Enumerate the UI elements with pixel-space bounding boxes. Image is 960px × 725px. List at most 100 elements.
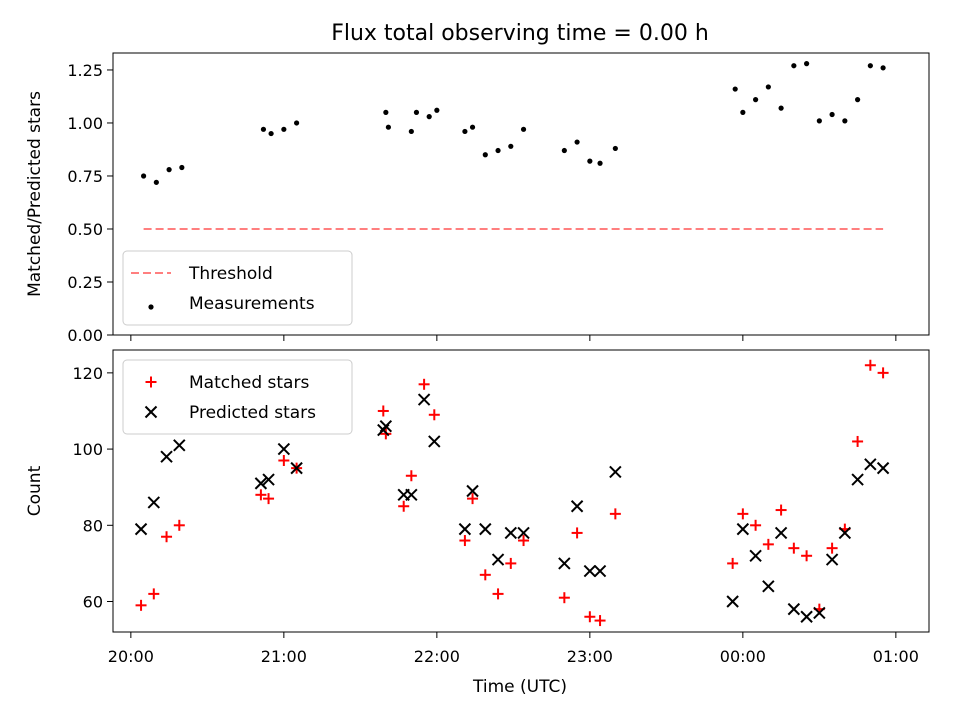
predicted-star-point (379, 420, 393, 433)
legend-box (122, 359, 353, 435)
matched-star-point (398, 500, 410, 512)
x-tick-label: 22:00 (414, 647, 460, 666)
matched-star-point (518, 535, 530, 547)
measurement-point (462, 128, 468, 135)
y-tick-label: 0.00 (67, 326, 103, 345)
predicted-star-mark-b (593, 564, 607, 578)
matched-star-point (479, 569, 491, 581)
measurement-point (413, 109, 420, 115)
x-axis-label: Time (UTC) (472, 677, 567, 697)
predicted-star-point (876, 461, 890, 475)
measurement-point (612, 145, 618, 152)
plot-frame (112, 349, 930, 633)
ratio-panel: 0.00 0.25 0.50 0.75 1.00 1.25 Matched/Predicte… (25, 52, 930, 345)
y-tick-label: 80 (83, 516, 103, 535)
legend-box (122, 250, 353, 326)
measurement-point (520, 126, 527, 132)
y-tick-label: 100 (72, 440, 103, 459)
measurement-point (482, 152, 488, 158)
y-axis-label: Matched/Predicted stars (25, 91, 45, 297)
measurement-point (281, 126, 287, 132)
predicted-star-point (479, 522, 492, 536)
predicted-star-mark-b (262, 473, 275, 486)
predicted-star-mark-b (417, 393, 431, 406)
y-tick-label: 1.00 (67, 114, 103, 133)
matched-star-point (377, 405, 389, 417)
matched-star-point (737, 508, 749, 520)
predicted-star-point (838, 526, 852, 540)
predicted-star-mark-b (277, 442, 291, 456)
measurement-point (294, 120, 300, 126)
chart-title: Flux total observing time = 0.00 h (331, 21, 709, 46)
predicted-star-mark-b (726, 595, 739, 608)
predicted-star-point (583, 564, 597, 578)
measurement-point (179, 164, 185, 171)
predicted-star-point (277, 442, 291, 456)
x-tick-label: 21:00 (261, 647, 307, 666)
matched-star-point (255, 489, 267, 501)
measurement-point (778, 105, 784, 111)
y-tick-label: 1.25 (67, 61, 103, 80)
legend-label: Matched stars (189, 373, 309, 393)
predicted-star-point (134, 522, 148, 536)
predicted-star-point (290, 461, 303, 475)
matched-star-point (750, 519, 762, 531)
predicted-star-mark-b (736, 522, 750, 536)
y-axis-label: Count (25, 465, 45, 516)
measurement-point (842, 118, 848, 124)
matched-star-point (852, 435, 864, 447)
measurement-point (804, 61, 810, 67)
predicted-star-point (813, 606, 826, 620)
predicted-star-mark-b (428, 435, 441, 448)
predicted-star-mark-b (458, 522, 472, 536)
matched-star-point (173, 519, 185, 531)
predicted-star-point (428, 435, 441, 448)
predicted-star-mark-b (290, 461, 303, 475)
predicted-star-mark-b (570, 500, 584, 513)
predicted-star-point (147, 496, 161, 509)
matched-star-point (428, 409, 440, 421)
x-tick-label: 01:00 (873, 647, 919, 666)
measurement-point (385, 124, 391, 130)
predicted-star-point (762, 580, 775, 593)
predicted-star-mark-b (504, 526, 518, 540)
predicted-star-mark-b (787, 602, 801, 616)
y-tick-label: 0.25 (67, 273, 103, 292)
predicted-star-point (254, 477, 268, 490)
predicted-star-point (570, 500, 584, 513)
legend-label: Predicted stars (189, 403, 316, 423)
predicted-star-point (517, 526, 530, 540)
matched-star-point (864, 359, 876, 371)
predicted-star-mark-b (838, 526, 852, 540)
predicted-star-mark-b (173, 439, 186, 452)
y-tick-label: 0.75 (67, 167, 103, 186)
measurement-point (855, 97, 861, 103)
matched-star-point (459, 535, 471, 547)
predicted-star-point (774, 526, 788, 540)
measurement-point (765, 84, 771, 90)
predicted-star-point (726, 595, 739, 608)
measurement-point (597, 160, 603, 166)
predicted-star-point (736, 522, 750, 536)
predicted-star-point (864, 458, 877, 471)
legend-predicted-swatch-b (144, 405, 158, 419)
predicted-star-mark-b (466, 484, 479, 498)
count-panel: 60 80 100 120 20:00 21:00 22:00 23:00 00:00 01:00… (25, 349, 930, 666)
matched-star-point (161, 531, 173, 543)
measurement-point (791, 63, 797, 69)
matched-star-point (558, 592, 570, 604)
measurement-point (587, 158, 593, 164)
predicted-star-point (458, 522, 472, 536)
matched-star-point (467, 493, 479, 505)
matched-star-point (788, 542, 800, 554)
measurement-point (732, 86, 738, 92)
predicted-star-mark-b (800, 610, 813, 623)
predicted-star-point (609, 465, 622, 479)
measurement-point (753, 97, 759, 103)
matched-star-point (263, 493, 275, 505)
measurement-point (561, 147, 567, 154)
predicted-star-mark-b (851, 473, 864, 486)
predicted-star-point (749, 549, 762, 562)
matched-star-point (594, 615, 606, 627)
